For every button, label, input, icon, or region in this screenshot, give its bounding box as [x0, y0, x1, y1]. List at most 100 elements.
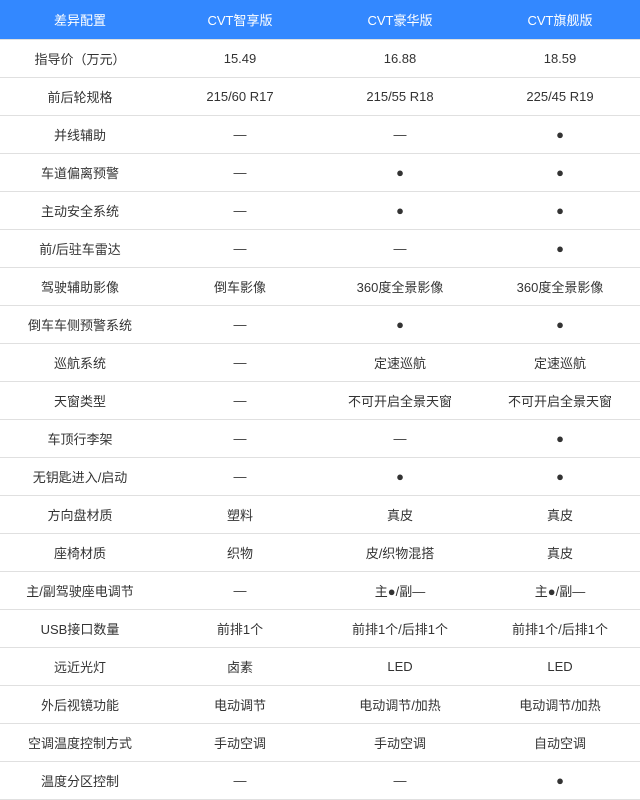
- table-row: 无钥匙进入/启动—●●: [0, 458, 640, 496]
- table-row: 温度分区控制——●: [0, 762, 640, 800]
- row-label: 前/后驻车雷达: [0, 230, 160, 268]
- table-row: 指导价（万元）15.4916.8818.59: [0, 40, 640, 78]
- row-value: 不可开启全景天窗: [480, 382, 640, 420]
- row-value: ●: [480, 192, 640, 230]
- header-trim-1: CVT智享版: [160, 0, 320, 40]
- row-value: —: [160, 306, 320, 344]
- row-value: ●: [480, 230, 640, 268]
- row-value: 手动空调: [320, 724, 480, 762]
- row-label: 空调温度控制方式: [0, 724, 160, 762]
- row-value: ●: [480, 306, 640, 344]
- table-row: 倒车车侧预警系统—●●: [0, 306, 640, 344]
- header-trim-3: CVT旗舰版: [480, 0, 640, 40]
- table-row: 天窗类型—不可开启全景天窗不可开启全景天窗: [0, 382, 640, 420]
- table-row: 车顶行李架——●: [0, 420, 640, 458]
- spec-comparison-table: 差异配置 CVT智享版 CVT豪华版 CVT旗舰版 指导价（万元）15.4916…: [0, 0, 640, 800]
- row-value: 织物: [160, 534, 320, 572]
- row-value: —: [160, 572, 320, 610]
- row-value: —: [160, 230, 320, 268]
- table-row: 前/后驻车雷达——●: [0, 230, 640, 268]
- row-label: 外后视镜功能: [0, 686, 160, 724]
- table-row: USB接口数量前排1个前排1个/后排1个前排1个/后排1个: [0, 610, 640, 648]
- row-value: 皮/织物混搭: [320, 534, 480, 572]
- row-label: 巡航系统: [0, 344, 160, 382]
- row-label: 指导价（万元）: [0, 40, 160, 78]
- row-value: —: [320, 420, 480, 458]
- row-value: 360度全景影像: [480, 268, 640, 306]
- table-row: 远近光灯卤素LEDLED: [0, 648, 640, 686]
- table-row: 车道偏离预警—●●: [0, 154, 640, 192]
- row-value: 前排1个/后排1个: [480, 610, 640, 648]
- row-value: —: [160, 344, 320, 382]
- row-value: LED: [320, 648, 480, 686]
- row-value: ●: [320, 458, 480, 496]
- table-row: 座椅材质织物皮/织物混搭真皮: [0, 534, 640, 572]
- row-value: LED: [480, 648, 640, 686]
- row-value: —: [320, 116, 480, 154]
- row-label: 温度分区控制: [0, 762, 160, 800]
- row-value: 塑料: [160, 496, 320, 534]
- row-value: ●: [320, 306, 480, 344]
- table-row: 外后视镜功能电动调节电动调节/加热电动调节/加热: [0, 686, 640, 724]
- row-label: 车顶行李架: [0, 420, 160, 458]
- row-value: —: [320, 230, 480, 268]
- row-value: ●: [480, 116, 640, 154]
- table-body: 指导价（万元）15.4916.8818.59前后轮规格215/60 R17215…: [0, 40, 640, 800]
- row-value: 真皮: [480, 534, 640, 572]
- row-value: 定速巡航: [480, 344, 640, 382]
- table-row: 前后轮规格215/60 R17215/55 R18225/45 R19: [0, 78, 640, 116]
- table-header-row: 差异配置 CVT智享版 CVT豪华版 CVT旗舰版: [0, 0, 640, 40]
- row-value: 定速巡航: [320, 344, 480, 382]
- row-value: —: [160, 154, 320, 192]
- row-value: —: [320, 762, 480, 800]
- table-row: 方向盘材质塑料真皮真皮: [0, 496, 640, 534]
- row-label: 远近光灯: [0, 648, 160, 686]
- row-label: 并线辅助: [0, 116, 160, 154]
- row-value: ●: [480, 458, 640, 496]
- row-label: 天窗类型: [0, 382, 160, 420]
- row-value: 360度全景影像: [320, 268, 480, 306]
- row-label: 座椅材质: [0, 534, 160, 572]
- row-value: 225/45 R19: [480, 78, 640, 116]
- table-row: 空调温度控制方式手动空调手动空调自动空调: [0, 724, 640, 762]
- row-value: 真皮: [480, 496, 640, 534]
- table-row: 巡航系统—定速巡航定速巡航: [0, 344, 640, 382]
- header-trim-2: CVT豪华版: [320, 0, 480, 40]
- row-value: 倒车影像: [160, 268, 320, 306]
- row-value: ●: [480, 420, 640, 458]
- row-value: 215/60 R17: [160, 78, 320, 116]
- row-value: ●: [480, 154, 640, 192]
- table-row: 驾驶辅助影像倒车影像360度全景影像360度全景影像: [0, 268, 640, 306]
- row-value: —: [160, 420, 320, 458]
- row-value: —: [160, 458, 320, 496]
- row-value: 卤素: [160, 648, 320, 686]
- row-label: 无钥匙进入/启动: [0, 458, 160, 496]
- row-value: ●: [320, 154, 480, 192]
- row-value: 自动空调: [480, 724, 640, 762]
- table-row: 主/副驾驶座电调节—主●/副—主●/副—: [0, 572, 640, 610]
- row-value: 前排1个: [160, 610, 320, 648]
- row-value: 电动调节/加热: [320, 686, 480, 724]
- row-value: —: [160, 116, 320, 154]
- row-value: 真皮: [320, 496, 480, 534]
- row-value: —: [160, 192, 320, 230]
- row-value: ●: [480, 762, 640, 800]
- row-label: 前后轮规格: [0, 78, 160, 116]
- row-value: 主●/副—: [320, 572, 480, 610]
- row-value: 不可开启全景天窗: [320, 382, 480, 420]
- row-value: 15.49: [160, 40, 320, 78]
- row-label: 主动安全系统: [0, 192, 160, 230]
- table-row: 并线辅助——●: [0, 116, 640, 154]
- row-value: 18.59: [480, 40, 640, 78]
- row-value: 前排1个/后排1个: [320, 610, 480, 648]
- row-value: 215/55 R18: [320, 78, 480, 116]
- row-label: 车道偏离预警: [0, 154, 160, 192]
- row-value: 电动调节/加热: [480, 686, 640, 724]
- table-row: 主动安全系统—●●: [0, 192, 640, 230]
- header-label: 差异配置: [0, 0, 160, 40]
- row-value: —: [160, 762, 320, 800]
- row-value: ●: [320, 192, 480, 230]
- row-label: USB接口数量: [0, 610, 160, 648]
- row-label: 倒车车侧预警系统: [0, 306, 160, 344]
- row-value: 手动空调: [160, 724, 320, 762]
